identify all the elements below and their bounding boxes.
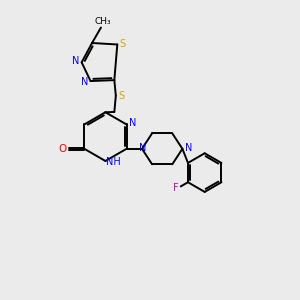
Text: N: N xyxy=(139,143,147,153)
Text: S: S xyxy=(120,39,126,49)
Text: O: O xyxy=(59,144,67,154)
Text: N: N xyxy=(81,76,88,87)
Text: N: N xyxy=(185,143,192,153)
Text: NH: NH xyxy=(106,158,121,167)
Text: N: N xyxy=(72,56,80,66)
Text: S: S xyxy=(118,91,124,101)
Text: CH₃: CH₃ xyxy=(94,16,111,26)
Text: F: F xyxy=(173,183,179,193)
Text: N: N xyxy=(129,118,136,128)
